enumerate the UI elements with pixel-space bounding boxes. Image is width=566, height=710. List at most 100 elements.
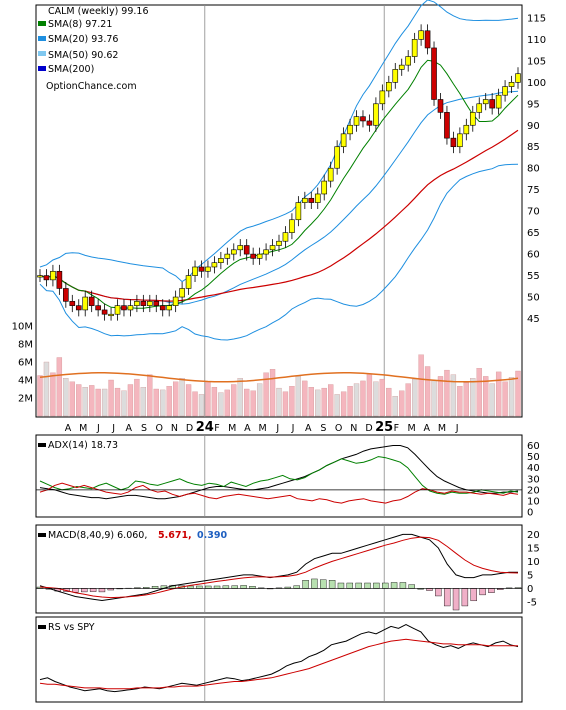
volume-bar: [167, 386, 172, 416]
price-tick-label: 80: [527, 164, 540, 175]
macd-label: MACD(8,40,9) 6.060, 5.671, 0.390: [38, 530, 227, 541]
volume-bar: [160, 390, 165, 416]
volume-bar: [180, 378, 185, 416]
macd-histogram-bar: [488, 588, 494, 592]
candle-body: [38, 276, 43, 278]
macd-hist-label: 0.390: [197, 530, 227, 541]
candle-body: [348, 125, 353, 134]
price-tick-label: 115: [527, 13, 546, 24]
volume-tick-label: 4M: [18, 376, 33, 387]
volume-bar: [109, 380, 114, 416]
volume-bar: [457, 386, 462, 416]
price-tick-label: 105: [527, 56, 546, 67]
candle-body: [328, 168, 333, 181]
volume-bar: [225, 390, 230, 416]
volume-bar: [63, 378, 68, 416]
macd-signal-label: 5.671,: [158, 530, 192, 541]
volume-bar: [193, 392, 198, 416]
macd-histogram-bar: [249, 586, 255, 588]
volume-bar: [44, 362, 49, 416]
macd-histogram-bar: [471, 588, 477, 600]
price-tick-label: 85: [527, 142, 540, 153]
volume-bar: [470, 378, 475, 416]
x-tick-label: O: [155, 423, 162, 434]
rs-label-swatch: [38, 625, 46, 629]
candle-body: [186, 276, 191, 289]
candle-body: [360, 117, 365, 121]
x-tick-label: A: [126, 423, 133, 434]
candle-body: [76, 306, 81, 310]
source-label: OptionChance.com: [46, 81, 137, 92]
volume-bar: [373, 382, 378, 416]
macd-histogram-bar: [426, 588, 432, 590]
candle-body: [270, 246, 275, 250]
candle-body: [238, 246, 243, 250]
macd-histogram-bar: [400, 582, 406, 588]
candle-body: [341, 134, 346, 147]
candle-body: [63, 288, 68, 301]
candle-body: [212, 263, 217, 267]
candle-body: [128, 306, 133, 310]
volume-bar: [360, 381, 365, 416]
candle-body: [50, 271, 55, 280]
volume-bar: [270, 369, 275, 416]
candle-body: [96, 306, 101, 310]
candle-body: [483, 99, 488, 103]
adx-tick-label: 40: [527, 463, 540, 474]
adx-tick-label: 20: [527, 485, 540, 496]
volume-tick-label: 10M: [12, 322, 33, 333]
macd-histogram-bar: [391, 582, 397, 588]
candle-body: [503, 87, 508, 96]
volume-bar: [212, 387, 217, 416]
volume-bar: [399, 391, 404, 416]
candle-body: [386, 82, 391, 91]
candle-body: [477, 104, 482, 113]
candle-body: [115, 306, 120, 315]
x-tick-label: M: [258, 423, 266, 434]
x-tick-label: M: [79, 423, 87, 434]
adx-tick-label: 10: [527, 496, 540, 507]
candle-body: [134, 301, 139, 305]
macd-histogram-bar: [311, 579, 317, 588]
price-tick-label: 75: [527, 185, 540, 196]
candle-body: [193, 267, 198, 276]
volume-bar: [50, 373, 55, 416]
macd-histogram-bar: [347, 583, 353, 588]
macd-histogram-bar: [99, 588, 105, 592]
macd-tick-label: -5: [527, 597, 537, 608]
candle-body: [70, 301, 75, 305]
volume-bar: [244, 389, 249, 416]
volume-bar: [328, 385, 333, 417]
candle-body: [451, 138, 456, 147]
volume-bar: [199, 394, 204, 416]
candle-body: [509, 82, 514, 86]
volume-bar: [141, 387, 146, 416]
macd-histogram-bar: [232, 586, 238, 589]
volume-bar: [490, 384, 495, 416]
x-tick-label: D: [186, 423, 193, 434]
candle-body: [141, 301, 146, 305]
volume-bar: [231, 385, 236, 417]
volume-bar: [380, 379, 385, 416]
x-tick-label: A: [305, 423, 312, 434]
x-tick-label: S: [320, 423, 326, 434]
volume-bar: [419, 355, 424, 416]
x-tick-label: F: [214, 423, 219, 434]
macd-histogram-bar: [462, 588, 468, 606]
candle-body: [302, 198, 307, 202]
candle-body: [419, 31, 424, 40]
adx-label-swatch: [38, 443, 46, 447]
volume-bar: [412, 379, 417, 416]
price-tick-label: 95: [527, 99, 540, 110]
volume-bar: [128, 385, 133, 417]
volume-bar: [154, 389, 159, 416]
candle-body: [464, 125, 469, 134]
macd-tick-label: 0: [527, 584, 533, 595]
volume-bar: [393, 396, 398, 416]
candle-body: [393, 69, 398, 82]
x-tick-label: M: [228, 423, 236, 434]
volume-bar: [322, 388, 327, 416]
volume-bar: [238, 378, 243, 416]
